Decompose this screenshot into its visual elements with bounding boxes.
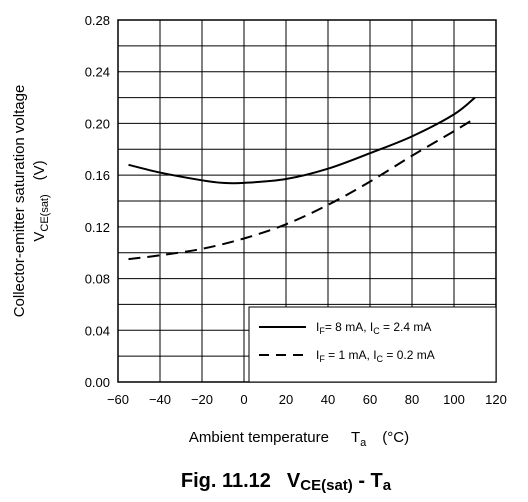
y-tick-label: 0.16 (85, 168, 110, 183)
y-tick-label: 0.12 (85, 220, 110, 235)
caption-dash: - T (353, 470, 383, 492)
svg-text:Collector-emitter saturation v: Collector-emitter saturation voltage (11, 85, 28, 318)
x-tick-label: 20 (279, 392, 293, 407)
y-tick-label: 0.00 (85, 375, 110, 390)
x-axis-label-main: Ambient temperature (189, 429, 329, 446)
x-tick-labels: −60 −40 −20 0 20 40 60 80 100 120 (107, 392, 507, 407)
y-tick-label: 0.24 (85, 65, 110, 80)
figure-caption: Fig. 11.12 VCE(sat) - Ta (181, 470, 392, 494)
y-tick-labels: 0.00 0.04 0.08 0.12 0.16 0.20 0.24 0.28 (85, 13, 110, 390)
y-tick-label: 0.20 (85, 116, 110, 131)
legend: IF= 8 mA, IC = 2.4 mA IF = 1 mA, IC = 0.… (248, 306, 497, 383)
x-tick-label: 100 (443, 392, 465, 407)
svg-text:VCE(sat)(V): VCE(sat) (V) (31, 160, 51, 241)
x-tick-label: −60 (107, 392, 129, 407)
x-axis-label: Ambient temperature Ta (°C) (189, 429, 409, 449)
x-tick-label: −40 (149, 392, 171, 407)
caption-v-sub: CE(sat) (300, 477, 353, 494)
x-tick-label: 80 (405, 392, 419, 407)
x-tick-label: 40 (321, 392, 335, 407)
x-axis-symbol: T (351, 429, 360, 446)
y-axis-label: Collector-emitter saturation voltage VCE… (11, 85, 51, 318)
legend-label-2: IF = 1 mA, IC = 0.2 mA (316, 348, 435, 364)
x-axis-unit: (°C) (382, 429, 409, 446)
legend-label-1: IF= 8 mA, IC = 2.4 mA (316, 320, 431, 336)
y-tick-label: 0.04 (85, 323, 110, 338)
x-tick-label: 120 (485, 392, 507, 407)
series-lines (128, 96, 476, 261)
y-tick-label: 0.08 (85, 272, 110, 287)
x-tick-label: 60 (363, 392, 377, 407)
y-axis-symbol: V (31, 232, 48, 242)
x-tick-label: 0 (240, 392, 247, 407)
y-axis-unit: (V) (31, 160, 48, 180)
series-line-2 (128, 117, 476, 261)
x-axis-symbol-sub: a (360, 437, 367, 449)
caption-v: V (287, 470, 301, 492)
y-axis-symbol-sub: CE(sat) (39, 194, 51, 231)
y-axis-label-line1: Collector-emitter saturation voltage (11, 85, 28, 318)
x-tick-label: −20 (191, 392, 213, 407)
series-line-1 (128, 96, 476, 185)
y-tick-label: 0.28 (85, 13, 110, 28)
caption-t-sub: a (383, 477, 392, 494)
caption-prefix: Fig. 11.12 (181, 470, 271, 492)
